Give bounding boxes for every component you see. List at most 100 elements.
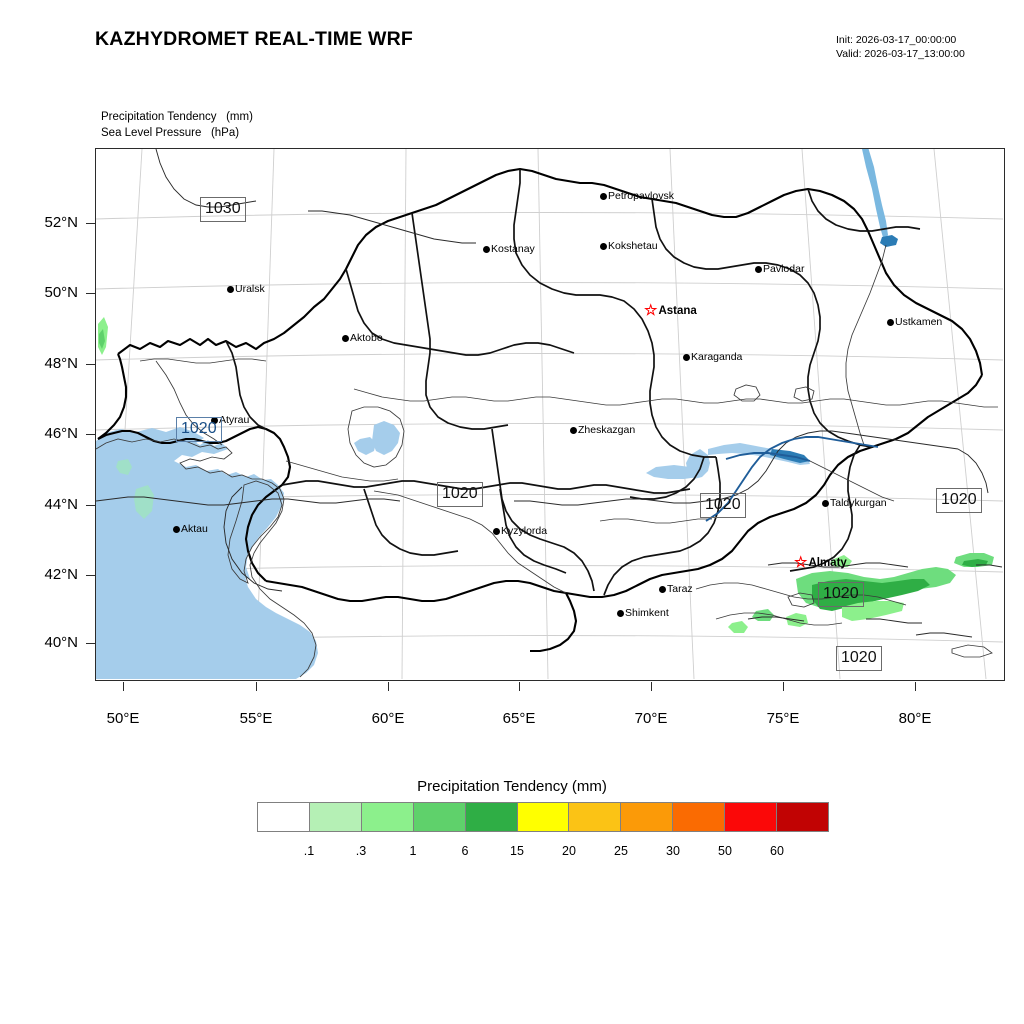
colorbar-swatch-4: [465, 803, 518, 831]
city-label: Kyzylorda: [501, 525, 548, 538]
city-marker-kokshetau[interactable]: Kokshetau: [600, 241, 658, 251]
init-time-label: Init: 2026-03-17_00:00:00: [836, 34, 957, 46]
colorbar-swatch-1: [309, 803, 362, 831]
city-dot-icon: [493, 527, 500, 535]
colorbar-swatch-10: [777, 803, 828, 831]
valid-time-label: Valid: 2026-03-17_13:00:00: [836, 48, 965, 60]
city-label: Petropavlovsk: [608, 190, 674, 203]
city-marker-taraz[interactable]: Taraz: [659, 584, 693, 594]
lon-tick-mark: [519, 682, 520, 691]
city-label: Astana: [658, 305, 697, 317]
colorbar-tick-2: 1: [409, 844, 417, 858]
colorbar-tick-6: 25: [614, 844, 628, 858]
colorbar-tick-7: 30: [666, 844, 680, 858]
colorbar-swatch-0: [258, 803, 310, 831]
city-marker-atyrau[interactable]: Atyrau: [211, 415, 249, 425]
city-dot-icon: [600, 242, 607, 250]
lat-tick-mark: [86, 434, 95, 435]
city-dot-icon: [600, 192, 607, 200]
colorbar-tick-1: .3: [355, 844, 367, 858]
lat-tick-mark: [86, 643, 95, 644]
colorbar-tick-9: 60: [770, 844, 784, 858]
city-dot-icon: [659, 585, 666, 593]
water-bodies: [96, 149, 898, 679]
city-marker-aktau[interactable]: Aktau: [173, 524, 208, 534]
isobar-label-1020-central: 1020: [437, 482, 483, 507]
city-label: Zheskazgan: [578, 424, 636, 437]
city-label: Kostanay: [491, 243, 535, 256]
lat-tick-mark: [86, 223, 95, 224]
city-marker-kyzylorda[interactable]: Kyzylorda: [493, 526, 547, 536]
isobar-label-1030: 1030: [200, 197, 246, 222]
colorbar-swatch-3: [413, 803, 466, 831]
lat-tick-label-48n: 48°N: [44, 355, 78, 372]
capital-star-icon: ☆: [644, 302, 658, 319]
lon-tick-label-75e: 75°E: [766, 710, 800, 727]
city-marker-taldykurgan[interactable]: Taldykurgan: [822, 498, 887, 508]
lon-tick-label-55e: 55°E: [239, 710, 273, 727]
city-dot-icon: [617, 609, 624, 617]
colorbar-tick-5: 20: [562, 844, 576, 858]
colorbar-swatch-6: [569, 803, 622, 831]
colorbar-swatch-9: [725, 803, 778, 831]
city-marker-uralsk[interactable]: Uralsk: [227, 284, 265, 294]
lon-tick-label-80e: 80°E: [898, 710, 932, 727]
city-dot-icon: [683, 353, 690, 361]
city-dot-icon: [822, 499, 829, 507]
city-marker-ustkamen[interactable]: Ustkamen: [887, 317, 942, 327]
colorbar-tick-4: 15: [510, 844, 524, 858]
model-run-info: Init: 2026-03-17_00:00:00 Valid: 2026-03…: [836, 33, 965, 61]
isobar-label-1020-balkhash: 1020: [700, 493, 746, 518]
lon-tick-label-50e: 50°E: [106, 710, 140, 727]
lon-tick-mark: [783, 682, 784, 691]
lat-tick-label-46n: 46°N: [44, 425, 78, 442]
city-marker-astana[interactable]: ☆Astana: [644, 302, 697, 319]
city-dot-icon: [173, 525, 180, 533]
colorbar-swatch-2: [361, 803, 414, 831]
map-panel[interactable]: Petropavlovsk Kostanay Kokshetau Pavloda…: [95, 148, 1005, 681]
colorbar-tick-0: .1: [303, 844, 315, 858]
city-label: Aktau: [181, 523, 208, 536]
city-label: Pavlodar: [763, 263, 805, 276]
city-label: Karaganda: [691, 351, 743, 364]
city-label: Kokshetau: [608, 240, 658, 253]
city-marker-petropavlovsk[interactable]: Petropavlovsk: [600, 191, 674, 201]
city-label: Taraz: [667, 583, 693, 596]
lat-tick-label-44n: 44°N: [44, 496, 78, 513]
city-label: Aktobe: [350, 332, 383, 345]
city-dot-icon: [342, 334, 349, 342]
city-label: Ustkamen: [895, 316, 943, 329]
city-dot-icon: [483, 245, 490, 253]
lon-tick-mark: [915, 682, 916, 691]
city-marker-karaganda[interactable]: Karaganda: [683, 352, 742, 362]
city-dot-icon: [887, 318, 894, 326]
city-marker-almaty[interactable]: ☆Almaty: [794, 555, 847, 570]
lat-tick-label-50n: 50°N: [44, 284, 78, 301]
page-title: KAZHYDROMET REAL-TIME WRF: [95, 28, 414, 50]
lat-tick-label-40n: 40°N: [44, 634, 78, 651]
lon-tick-label-65e: 65°E: [502, 710, 536, 727]
city-marker-shimkent[interactable]: Shimkent: [617, 608, 669, 618]
colorbar[interactable]: [257, 802, 829, 832]
lat-tick-label-52n: 52°N: [44, 214, 78, 231]
lon-tick-label-70e: 70°E: [634, 710, 668, 727]
city-dot-icon: [211, 416, 218, 424]
city-marker-zheskazgan[interactable]: Zheskazgan: [570, 425, 635, 435]
city-label: Almaty: [808, 557, 847, 569]
lat-tick-mark: [86, 364, 95, 365]
city-marker-pavlodar[interactable]: Pavlodar: [755, 264, 804, 274]
city-dot-icon: [227, 285, 234, 293]
colorbar-tick-labels: .1 .3 1 6 15 20 25 30 50 60: [257, 844, 829, 864]
lat-tick-mark: [86, 575, 95, 576]
lat-tick-mark: [86, 293, 95, 294]
city-marker-aktobe[interactable]: Aktobe: [342, 333, 383, 343]
lon-tick-mark: [651, 682, 652, 691]
colorbar-title: Precipitation Tendency (mm): [417, 778, 607, 795]
isobar-contours: [96, 149, 1003, 638]
city-marker-kostanay[interactable]: Kostanay: [483, 244, 535, 254]
city-label: Atyrau: [219, 414, 250, 427]
lon-tick-label-60e: 60°E: [371, 710, 405, 727]
map-graphic: [96, 149, 1003, 679]
colorbar-swatch-8: [673, 803, 726, 831]
highlight-isobar: [705, 436, 879, 522]
